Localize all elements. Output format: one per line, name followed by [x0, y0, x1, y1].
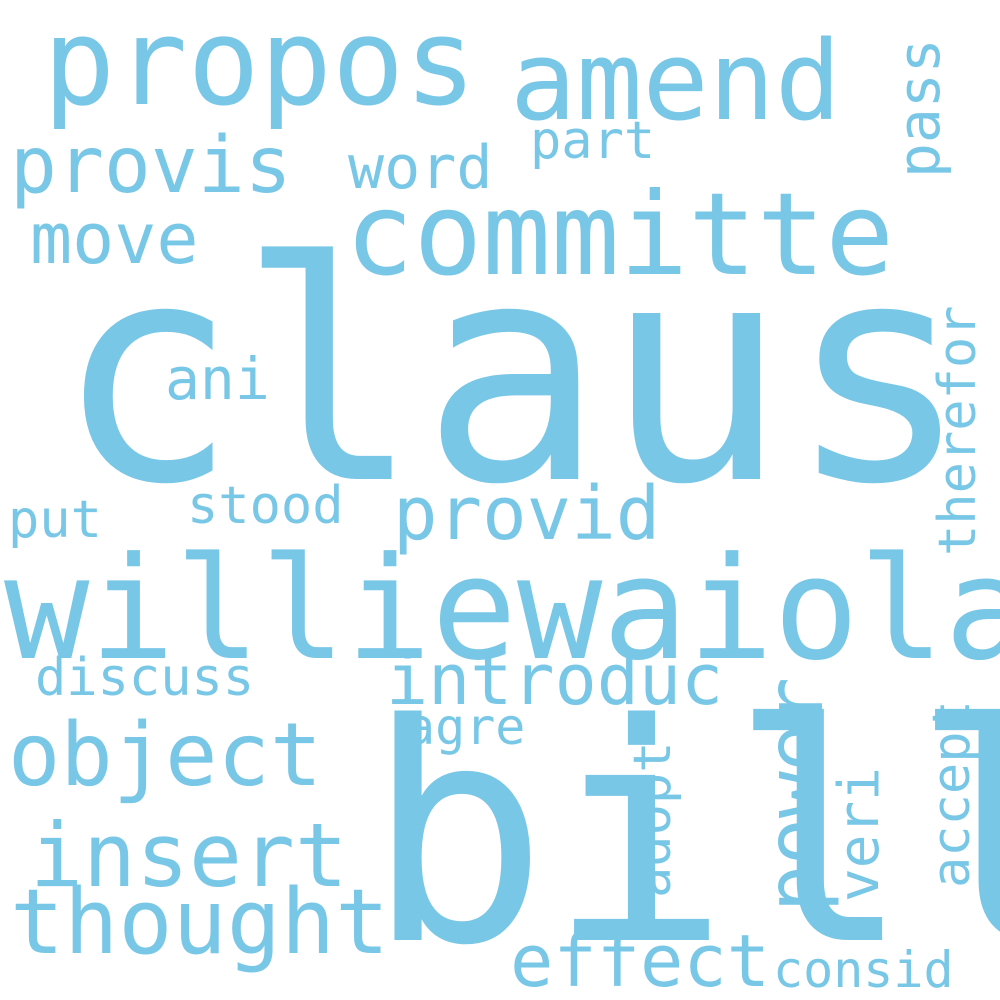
- word-therefor: therefor: [928, 305, 988, 556]
- word-accept: accept: [922, 700, 982, 888]
- word-pass: pass: [885, 38, 953, 178]
- word-part: part: [530, 111, 656, 171]
- word-adopt: adopt: [623, 741, 683, 898]
- word-claus: claus: [55, 197, 971, 551]
- word-thought: thought: [10, 870, 390, 975]
- word-veri: veri: [827, 767, 892, 902]
- word-put: put: [8, 490, 102, 550]
- word-amend: amend: [510, 17, 842, 145]
- word-effect: effect: [510, 919, 771, 1000]
- word-williewaiola: williewaiola: [4, 527, 1000, 692]
- word-provid: provid: [393, 471, 661, 557]
- word-introduc: introduc: [386, 639, 724, 721]
- word-word: word: [348, 133, 493, 203]
- word-discuss: discuss: [35, 648, 255, 708]
- word-stood: stood: [187, 476, 344, 536]
- word-committe: committe: [345, 168, 895, 301]
- word-propos: propos: [43, 0, 477, 133]
- word-agre: agre: [405, 698, 526, 756]
- word-insert: insert: [30, 804, 348, 907]
- word-provis: provis: [10, 121, 292, 211]
- word-move: move: [30, 198, 199, 280]
- word-object: object: [8, 704, 323, 806]
- word-power: power: [751, 677, 841, 912]
- word-bill: bill: [366, 661, 1000, 1000]
- word-consid: consid: [773, 941, 954, 999]
- word-ani: ani: [165, 345, 270, 413]
